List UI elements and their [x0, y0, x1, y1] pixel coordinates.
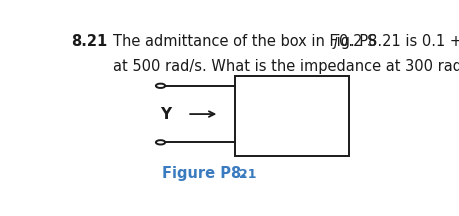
Text: Y: Y [161, 106, 172, 122]
Circle shape [156, 140, 165, 145]
Text: j: j [334, 34, 338, 49]
Bar [235, 76, 349, 156]
Circle shape [156, 84, 165, 88]
Text: Figure P8.: Figure P8. [162, 166, 247, 181]
Text: at 500 rad/s. What is the impedance at 300 rad/s?: at 500 rad/s. What is the impedance at 3… [112, 59, 459, 74]
Text: 0.2 S: 0.2 S [340, 34, 377, 49]
Text: The admittance of the box in Fig. P8.21 is 0.1 +: The admittance of the box in Fig. P8.21 … [112, 34, 459, 49]
Text: 21: 21 [239, 168, 256, 181]
Text: 8.21: 8.21 [72, 34, 108, 49]
